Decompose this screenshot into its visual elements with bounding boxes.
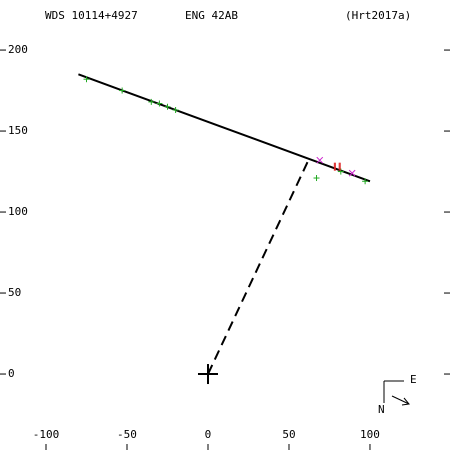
compass-n: N [378, 403, 385, 416]
point [316, 156, 324, 164]
point [338, 162, 341, 171]
point [348, 169, 356, 177]
y-tick-label: 0 [8, 367, 15, 380]
x-tick-label: 50 [282, 428, 295, 441]
x-tick-label: -100 [33, 428, 60, 441]
point [333, 162, 336, 171]
x-tick-label: -50 [117, 428, 137, 441]
point [164, 103, 171, 110]
compass [383, 380, 410, 406]
compass-arrow [391, 395, 410, 405]
point [83, 76, 90, 83]
point [148, 98, 155, 105]
line [78, 73, 371, 183]
marker-stroke [316, 156, 324, 164]
header-name: ENG 42AB [185, 9, 238, 22]
y-tick-label: 150 [8, 124, 28, 137]
header-ref: (Hrt2017a) [345, 9, 411, 22]
y-tick-label: 100 [8, 205, 28, 218]
point [337, 168, 344, 175]
header-id: WDS 10114+4927 [45, 9, 138, 22]
x-tick-label: 0 [205, 428, 212, 441]
x-tick-label: 100 [360, 428, 380, 441]
point [313, 175, 320, 182]
line [207, 159, 310, 375]
point [197, 364, 218, 385]
marker-stroke [348, 169, 356, 177]
y-tick-label: 50 [8, 286, 21, 299]
compass-e: E [410, 373, 417, 386]
point [156, 100, 163, 107]
point [119, 87, 126, 94]
point [172, 106, 179, 113]
compass-arrow [401, 397, 410, 406]
point [362, 178, 369, 185]
y-tick-label: 200 [8, 43, 28, 56]
